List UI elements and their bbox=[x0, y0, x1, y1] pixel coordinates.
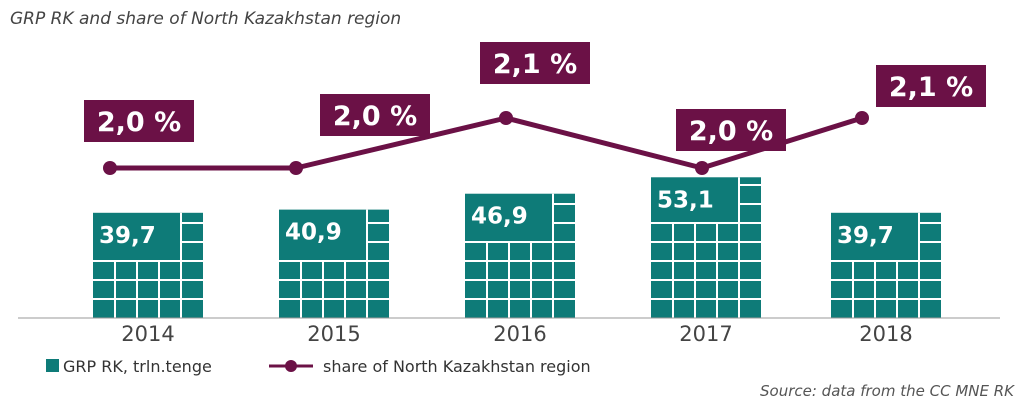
share-value-label: 2,1 % bbox=[889, 72, 973, 103]
x-tick-label: 2018 bbox=[859, 322, 912, 346]
x-tick-label: 2015 bbox=[307, 322, 360, 346]
bar-value-label: 53,1 bbox=[657, 187, 714, 213]
x-tick-label: 2014 bbox=[121, 322, 174, 346]
bar-2016: 46,9 bbox=[465, 193, 575, 318]
bar-value-label: 39,7 bbox=[99, 223, 156, 249]
share-point bbox=[855, 111, 869, 125]
source-note: Source: data from the CC MNE RK bbox=[760, 382, 1015, 400]
bar-rect bbox=[651, 177, 761, 318]
bar-rect bbox=[831, 212, 941, 318]
legend-bar-label: GRP RK, trln.tenge bbox=[63, 357, 212, 376]
bars-layer: 39,7 40,9 46,9 53,1 39,7 bbox=[93, 177, 941, 318]
share-label-box bbox=[480, 42, 590, 84]
share-point bbox=[289, 161, 303, 175]
chart-title: GRP RK and share of North Kazakhstan reg… bbox=[10, 9, 401, 29]
x-tick-label: 2016 bbox=[493, 322, 546, 346]
bar-2014: 39,7 bbox=[93, 212, 203, 318]
x-axis-ticks: 2014 2015 2016 2017 2018 bbox=[121, 322, 912, 346]
share-value-label: 2,1 % bbox=[493, 49, 577, 80]
bar-value-label: 39,7 bbox=[837, 223, 894, 249]
share-label-box bbox=[320, 94, 430, 136]
share-point bbox=[103, 161, 117, 175]
bar-value-label: 40,9 bbox=[285, 220, 342, 246]
legend: GRP RK, trln.tenge share of North Kazakh… bbox=[46, 357, 591, 376]
share-line-layer: 2,0 % 2,0 % 2,1 % 2,0 % 2,1 % bbox=[84, 42, 986, 175]
bar-2015: 40,9 bbox=[279, 209, 389, 318]
x-tick-label: 2017 bbox=[679, 322, 732, 346]
share-label-box bbox=[676, 109, 786, 151]
share-point bbox=[695, 161, 709, 175]
legend-line-label: share of North Kazakhstan region bbox=[323, 357, 591, 376]
bar-rect bbox=[465, 193, 575, 318]
share-value-label: 2,0 % bbox=[97, 107, 181, 138]
bar-2017: 53,1 bbox=[651, 177, 761, 318]
share-label-box bbox=[84, 100, 194, 142]
share-value-label: 2,0 % bbox=[689, 116, 773, 147]
share-point bbox=[499, 111, 513, 125]
bar-value-label: 46,9 bbox=[471, 204, 528, 230]
legend-line-marker bbox=[285, 360, 297, 372]
bar-2018: 39,7 bbox=[831, 212, 941, 318]
bar-rect bbox=[93, 212, 203, 318]
share-label-box bbox=[876, 65, 986, 107]
share-value-label: 2,0 % bbox=[333, 101, 417, 132]
legend-bar-swatch bbox=[46, 359, 59, 372]
